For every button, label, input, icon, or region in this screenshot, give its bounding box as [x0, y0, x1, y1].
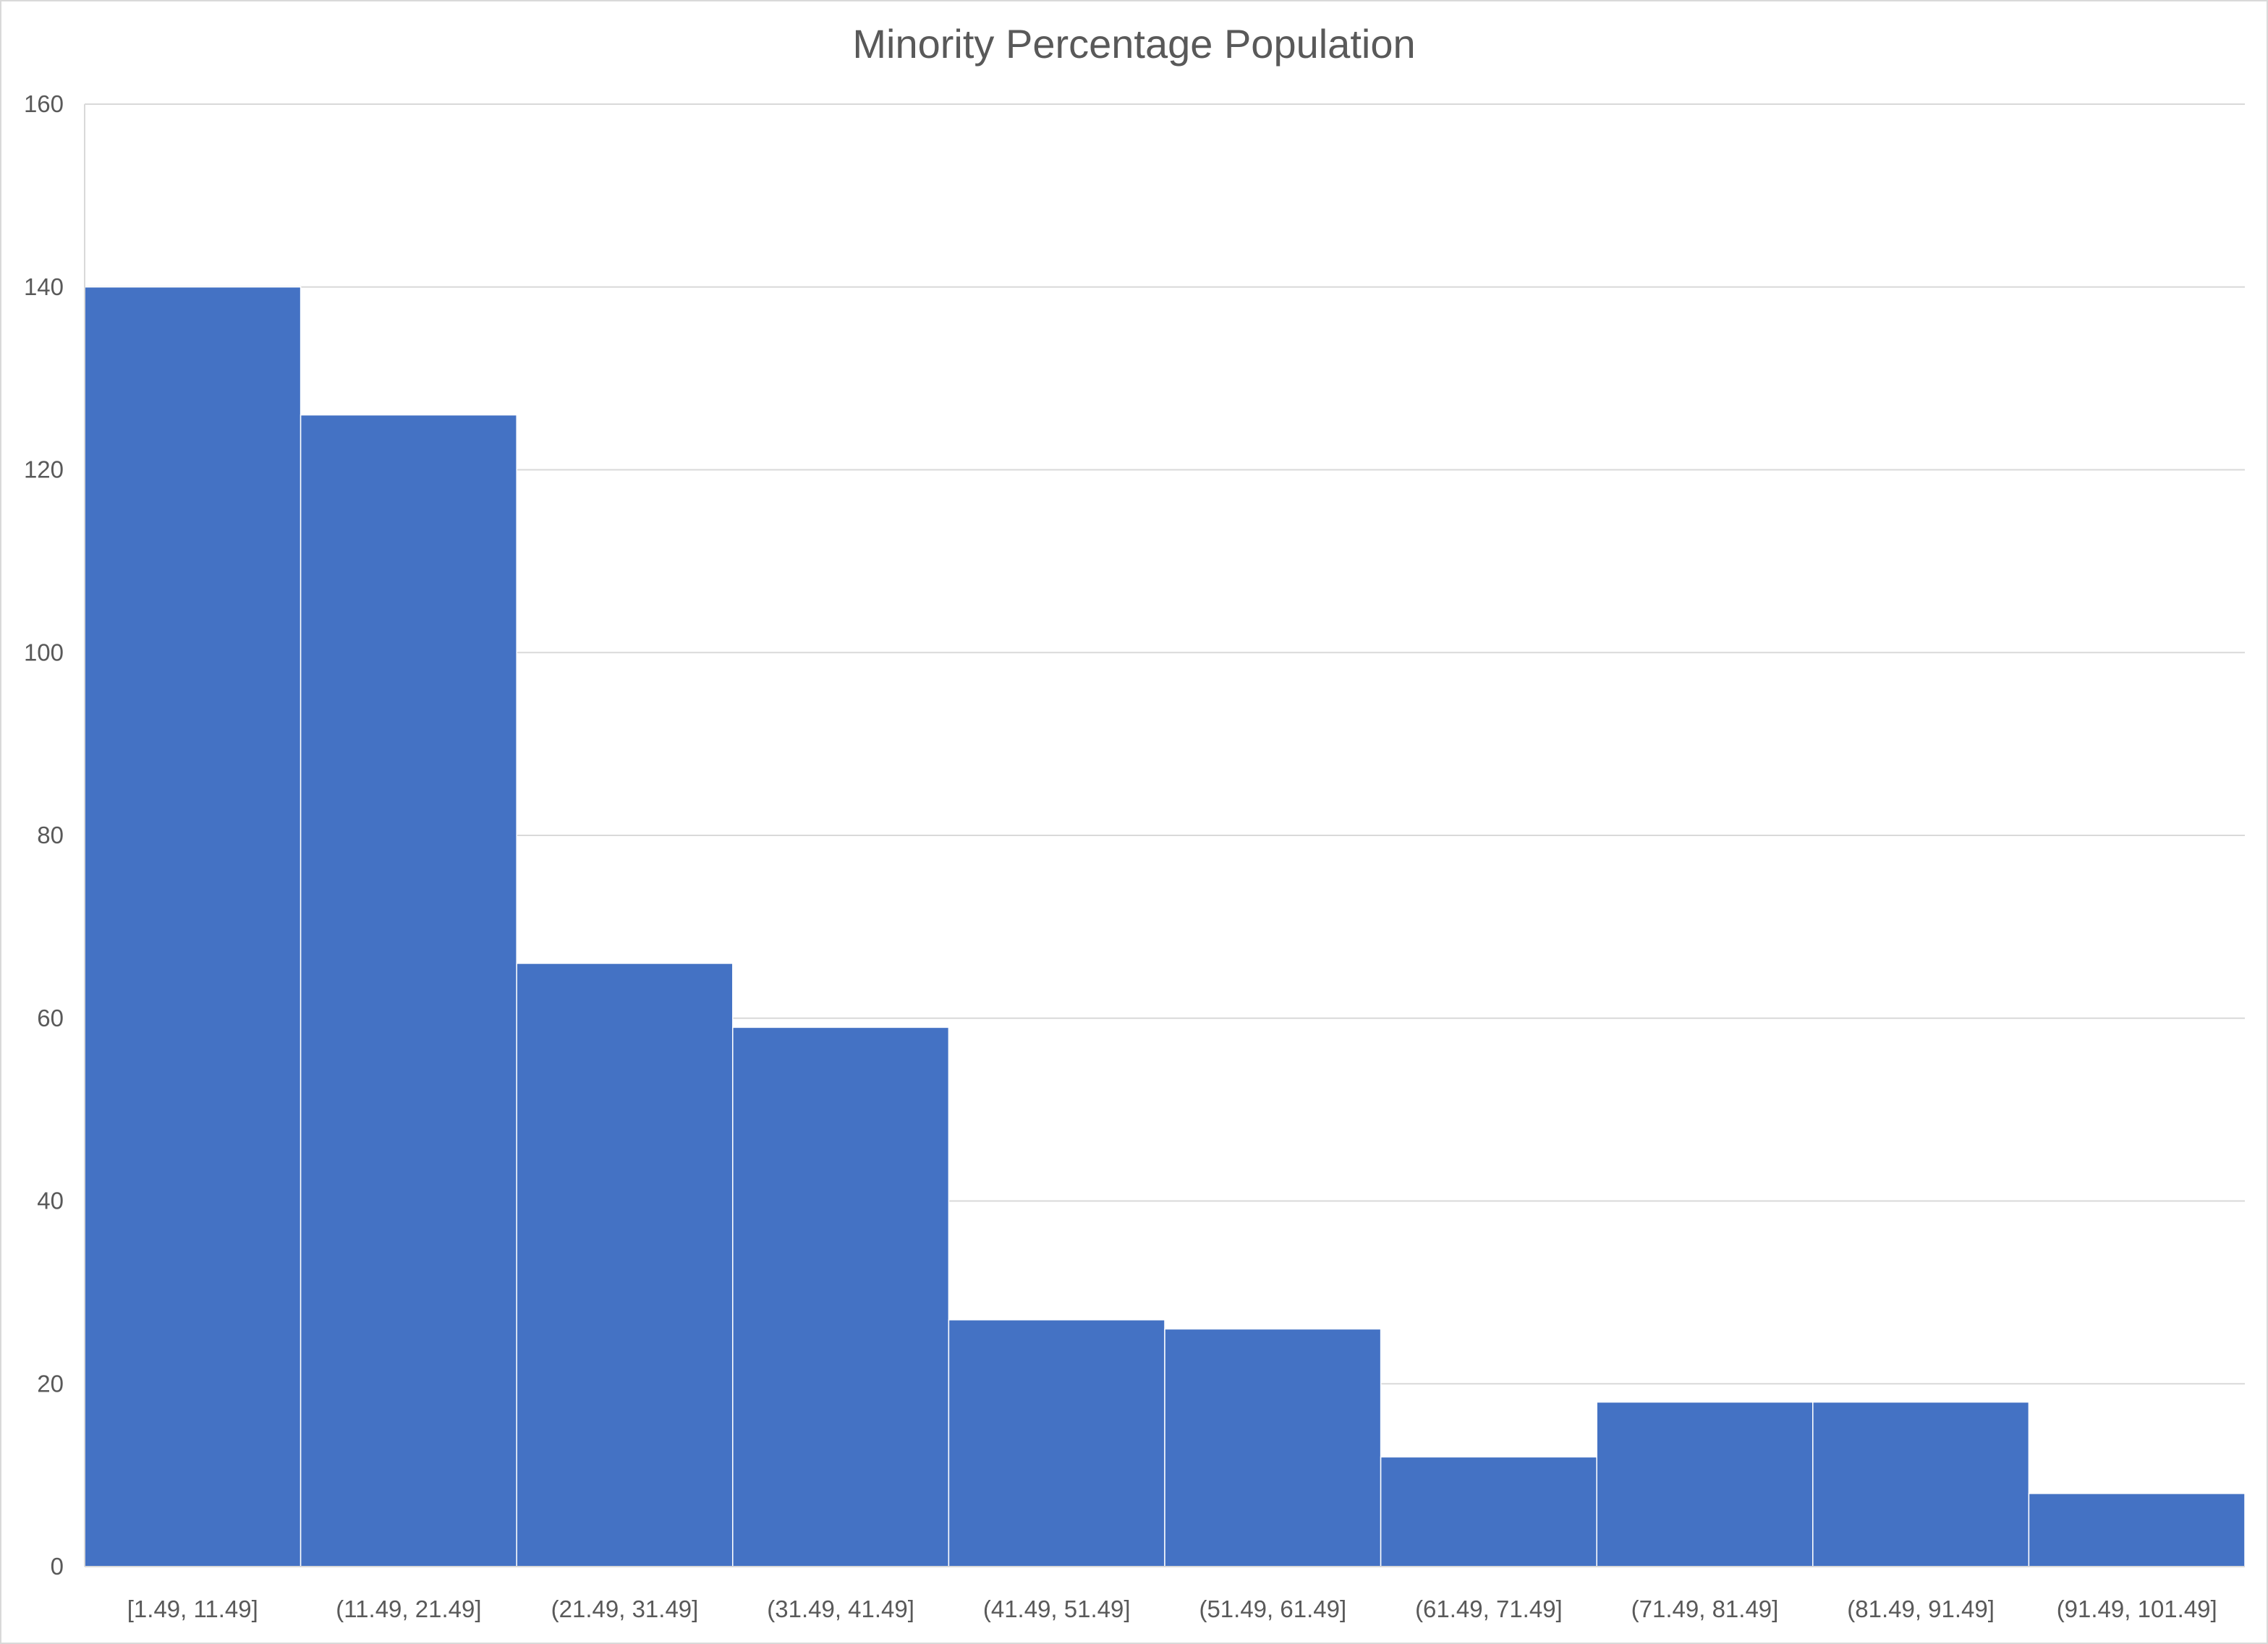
x-tick-label: [1.49, 11.49] [127, 1596, 258, 1622]
x-tick-label: (81.49, 91.49] [1847, 1596, 1995, 1622]
histogram-bar [84, 286, 302, 1567]
x-tick-label: (21.49, 31.49] [551, 1596, 699, 1622]
x-tick-label: (31.49, 41.49] [767, 1596, 914, 1622]
histogram-bar [1164, 1328, 1382, 1567]
x-tick-label: (41.49, 51.49] [983, 1596, 1131, 1622]
y-tick-label: 0 [51, 1553, 64, 1580]
y-tick-label: 80 [37, 822, 64, 848]
histogram-bar [732, 1026, 950, 1567]
y-tick-label: 60 [37, 1005, 64, 1031]
histogram-bar [1380, 1456, 1597, 1567]
histogram-bar [2028, 1493, 2246, 1567]
histogram-bar [300, 414, 517, 1567]
histogram-bar [1812, 1401, 2030, 1567]
y-axis-tick-labels: 0 20 40 60 80 100 120 140 160 [24, 90, 64, 1580]
axes [84, 104, 2245, 1567]
x-tick-label: (51.49, 61.49] [1199, 1596, 1346, 1622]
x-tick-label: (11.49, 21.49] [336, 1596, 481, 1622]
x-tick-label: (61.49, 71.49] [1415, 1596, 1563, 1622]
y-tick-label: 120 [24, 456, 64, 483]
y-tick-label: 160 [24, 90, 64, 117]
histogram-bar [948, 1319, 1165, 1567]
x-tick-label: (71.49, 81.49] [1631, 1596, 1779, 1622]
y-tick-label: 40 [37, 1188, 64, 1214]
y-tick-label: 20 [37, 1370, 64, 1397]
chart-title: Minority Percentage Population [852, 21, 1416, 67]
y-tick-label: 140 [24, 273, 64, 300]
histogram-bar [1596, 1401, 1814, 1567]
x-axis-tick-labels: [1.49, 11.49] (11.49, 21.49] (21.49, 31.49… [127, 1596, 2217, 1622]
y-tick-label: 100 [24, 639, 64, 665]
histogram-bar [516, 963, 734, 1567]
x-tick-label: (91.49, 101.49] [2057, 1596, 2217, 1622]
bars [84, 286, 2246, 1567]
